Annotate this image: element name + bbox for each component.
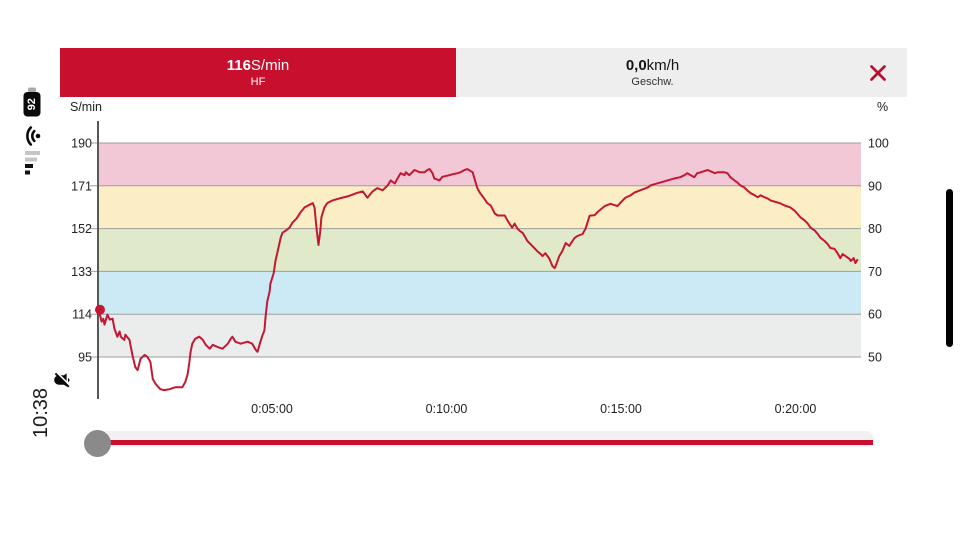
y-axis-tick-left: 171 — [71, 179, 92, 193]
y-axis-tick-right: 90 — [868, 179, 882, 193]
signal-icon — [25, 151, 40, 175]
heart-rate-value-line: 116S/min — [227, 58, 290, 73]
hr-zone-band — [99, 143, 861, 186]
heart-rate-line — [96, 168, 859, 392]
x-axis-tick-label: 0:15:00 — [600, 402, 642, 416]
heart-rate-label: HF — [250, 75, 266, 88]
y-axis-tick-left: 133 — [71, 265, 92, 279]
hr-zone-band — [99, 314, 861, 357]
speed-label: Geschw. — [631, 75, 674, 88]
y-axis-tick-right: 70 — [868, 265, 882, 279]
close-button[interactable] — [849, 48, 907, 97]
heart-rate-unit: S/min — [250, 56, 290, 74]
x-axis-tick-label: 0:10:00 — [426, 402, 468, 416]
y-axis-tick-left: 190 — [71, 137, 92, 151]
y-axis-tick-left: 114 — [72, 308, 92, 322]
battery-icon: 92 — [23, 87, 41, 117]
tab-speed[interactable]: 0,0km/h Geschw. — [456, 48, 907, 97]
y-axis-unit-right: % — [877, 100, 888, 114]
timeline-slider-handle[interactable] — [84, 430, 111, 457]
y-axis-tick-left: 95 — [78, 350, 92, 364]
hr-zone-band — [99, 271, 861, 315]
tab-heart-rate[interactable]: 116S/min HF — [60, 48, 456, 97]
speed-unit: km/h — [646, 56, 680, 74]
speed-text-block: 0,0km/h Geschw. — [456, 58, 849, 88]
battery-percent: 92 — [26, 98, 38, 110]
scroll-indicator-pill[interactable] — [946, 189, 953, 347]
hr-zone-band — [99, 228, 861, 272]
notifications-muted-icon — [54, 371, 71, 388]
speed-value-line: 0,0km/h — [626, 58, 679, 73]
heart-rate-chart: 190 100 171 90 152 80 133 70 114 60 95 50 S/min % 0:05… — [70, 100, 889, 416]
wifi-icon — [26, 126, 41, 146]
y-axis-tick-left: 152 — [71, 222, 92, 236]
y-axis-tick-right: 50 — [868, 350, 882, 364]
x-axis-tick-label: 0:20:00 — [775, 402, 817, 416]
y-axis-unit-left: S/min — [70, 100, 102, 114]
y-axis-tick-right: 80 — [868, 222, 882, 236]
timeline-slider-fill — [100, 440, 873, 445]
y-axis-tick-right: 60 — [868, 308, 882, 322]
speed-value: 0,0 — [625, 56, 647, 74]
line-start-dot — [95, 304, 105, 315]
x-axis-tick-label: 0:05:00 — [251, 402, 293, 416]
close-icon — [870, 64, 886, 81]
y-axis-tick-right: 100 — [868, 137, 889, 151]
heart-rate-value: 116 — [226, 56, 251, 74]
